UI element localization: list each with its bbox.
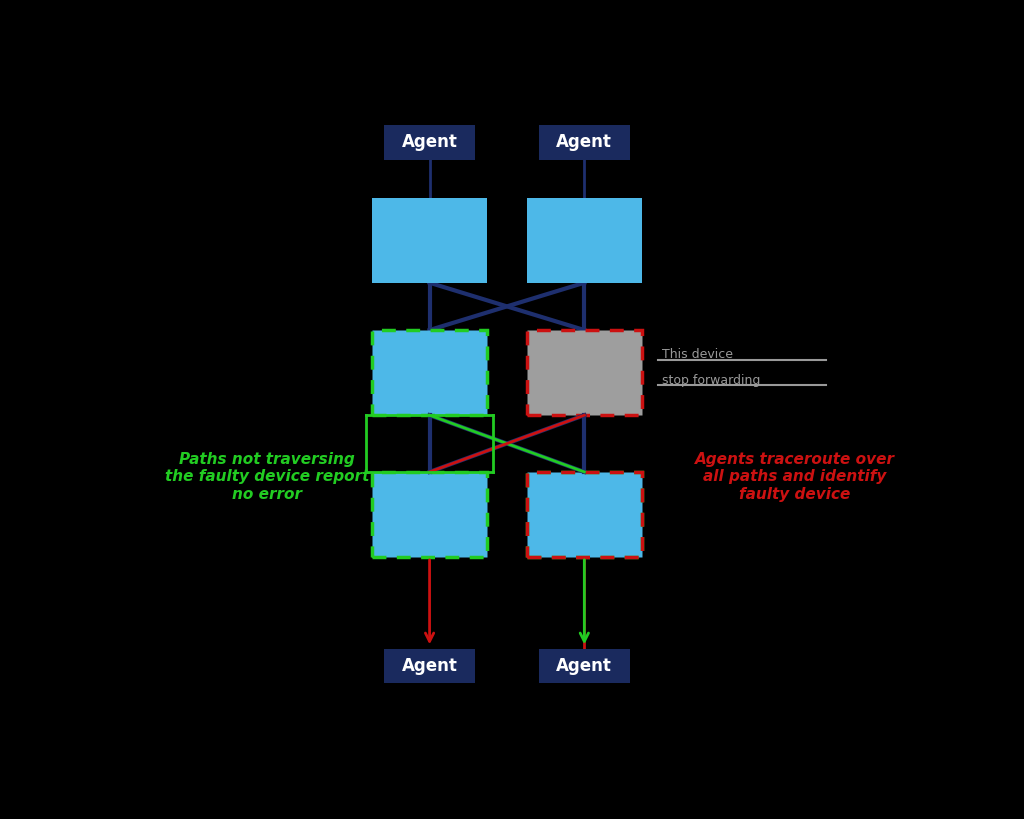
Bar <box>372 197 487 283</box>
Bar <box>526 197 642 283</box>
Text: Agent: Agent <box>401 133 458 152</box>
Bar <box>526 472 642 557</box>
Bar <box>539 125 630 160</box>
Text: Agent: Agent <box>556 657 612 675</box>
Bar <box>384 125 475 160</box>
Text: This device: This device <box>662 348 733 361</box>
Bar <box>526 472 642 557</box>
Text: Agents traceroute over
all paths and identify
faulty device: Agents traceroute over all paths and ide… <box>694 452 895 501</box>
Text: stop forwarding: stop forwarding <box>662 373 760 387</box>
Text: Agent: Agent <box>556 133 612 152</box>
Text: Paths not traversing
the faulty device report
no error: Paths not traversing the faulty device r… <box>165 452 369 501</box>
Bar <box>384 649 475 683</box>
Text: Agent: Agent <box>401 657 458 675</box>
Bar <box>539 649 630 683</box>
Bar <box>372 472 487 557</box>
Bar <box>526 330 642 415</box>
Bar <box>372 330 487 415</box>
